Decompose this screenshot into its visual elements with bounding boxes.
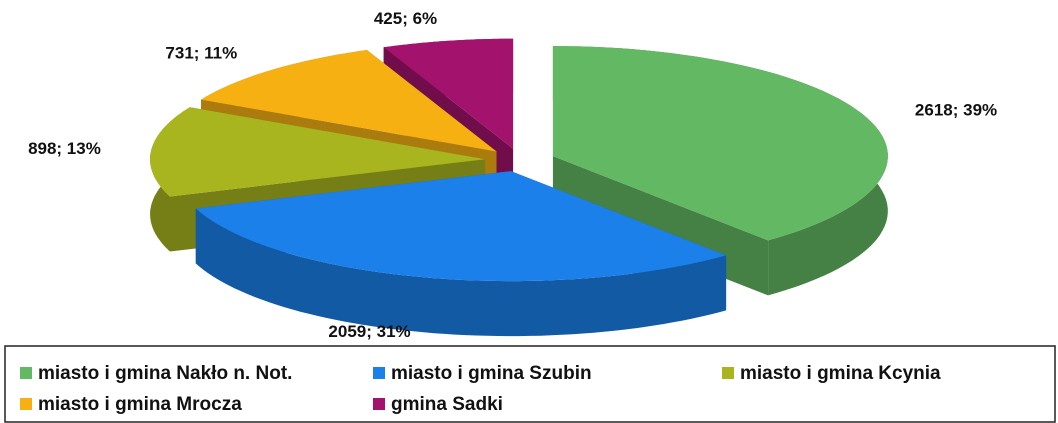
data-label: 425; 6% — [374, 9, 437, 28]
legend-label: miasto i gmina Kcynia — [740, 363, 941, 384]
legend-swatch — [20, 398, 32, 410]
slice — [150, 107, 486, 197]
data-label: 898; 13% — [28, 139, 101, 158]
legend-swatch — [722, 367, 734, 379]
legend-label: miasto i gmina Szubin — [391, 363, 592, 384]
slice — [195, 171, 727, 282]
legend-swatch — [373, 398, 385, 410]
data-label: 2618; 39% — [915, 100, 997, 119]
data-label: 731; 11% — [165, 43, 237, 62]
slice — [201, 50, 497, 152]
legend-label: miasto i gmina Mrocza — [38, 394, 242, 415]
legend-swatch — [373, 367, 385, 379]
legend-label: gmina Sadki — [391, 394, 503, 415]
data-label: 2059; 31% — [328, 322, 410, 341]
slice — [383, 38, 514, 149]
legend-box — [4, 345, 1056, 423]
slice — [552, 46, 888, 241]
slice-wall — [195, 208, 727, 337]
legend-label: miasto i gmina Nakło n. Not. — [38, 363, 292, 384]
legend-swatch — [20, 367, 32, 379]
